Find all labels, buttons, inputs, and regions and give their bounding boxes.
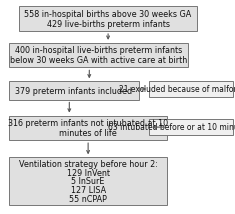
Text: 558 in-hospital births above 30 weeks GA: 558 in-hospital births above 30 weeks GA bbox=[24, 10, 192, 19]
Text: minutes of life: minutes of life bbox=[59, 129, 117, 138]
Text: 316 preterm infants not intubated at 10: 316 preterm infants not intubated at 10 bbox=[8, 119, 168, 128]
Bar bbox=[9, 43, 188, 67]
Text: 5 InSurE: 5 InSurE bbox=[71, 177, 105, 186]
Text: 55 nCPAP: 55 nCPAP bbox=[69, 195, 107, 204]
Bar bbox=[19, 6, 197, 31]
Text: 379 preterm infants included: 379 preterm infants included bbox=[16, 86, 133, 95]
Bar bbox=[9, 81, 139, 100]
Text: below 30 weeks GA with active care at birth: below 30 weeks GA with active care at bi… bbox=[10, 56, 187, 65]
Bar bbox=[9, 157, 167, 205]
Text: 429 live-births preterm infants: 429 live-births preterm infants bbox=[47, 20, 170, 29]
Bar bbox=[149, 81, 233, 97]
Text: Ventilation strategy before hour 2:: Ventilation strategy before hour 2: bbox=[19, 160, 157, 169]
Bar bbox=[149, 119, 233, 135]
Text: 400 in-hospital live-births preterm infants: 400 in-hospital live-births preterm infa… bbox=[15, 46, 182, 55]
Bar bbox=[9, 116, 167, 140]
Text: 21 excluded because of malformation: 21 excluded because of malformation bbox=[119, 85, 235, 94]
Text: 129 InVent: 129 InVent bbox=[67, 169, 110, 178]
Text: 127 LISA: 127 LISA bbox=[70, 186, 106, 195]
Text: 63 intubated before or at 10 minutes of life: 63 intubated before or at 10 minutes of … bbox=[108, 123, 235, 132]
